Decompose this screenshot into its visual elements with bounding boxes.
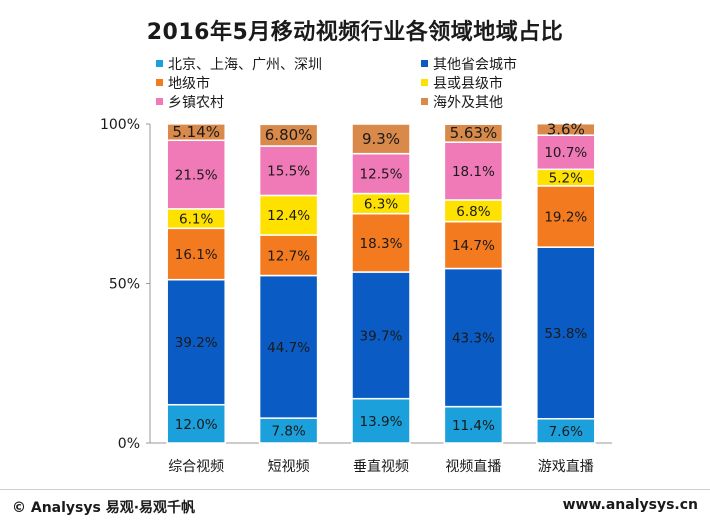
data-label: 12.7% [267,248,310,264]
legend-item: 北京、上海、广州、深圳 [156,57,322,73]
bar-segment [351,271,411,400]
legend-item: 县或县级市 [421,76,503,92]
x-tick-label: 垂直视频 [353,458,409,475]
data-label: 18.3% [360,236,403,252]
bar-segment [258,123,319,147]
data-label: 13.9% [360,414,403,430]
bar-segment [443,141,504,201]
data-label: 6.8% [456,204,490,220]
legend-item: 海外及其他 [421,95,503,111]
legend-swatch [421,98,428,105]
legend-swatch [156,60,163,67]
bar-segment [443,123,504,143]
data-label: 18.1% [452,164,495,180]
bar-segment [166,278,226,406]
bar-segment [258,417,319,444]
bar-segment [351,397,411,444]
legend-label: 其他省会城市 [433,57,517,73]
y-tick-label: 100% [100,117,140,133]
data-label: 12.0% [175,417,218,433]
data-label: 7.8% [271,424,305,440]
data-label: 6.1% [179,212,213,228]
data-label: 10.7% [544,145,587,161]
data-label: 9.3% [362,130,400,148]
bar-segment [258,274,319,419]
bar-segment [536,134,596,171]
data-label: 53.8% [544,326,587,342]
data-label: 5.63% [450,124,498,142]
bar-segment [166,123,226,142]
x-tick-label: 综合视频 [168,459,224,475]
bar-segment [443,220,504,270]
chart-title: 2016年5月移动视频行业各领域地域占比 [146,20,564,45]
bar-segment [536,122,596,136]
bar-segment [166,139,226,210]
bar-segment [536,185,596,248]
data-label: 5.2% [549,171,583,187]
footer-divider [0,489,710,490]
bar-segment [443,405,504,444]
bar-segment [258,145,319,197]
x-tick-label: 视频直播 [445,458,501,475]
bar-segment [536,418,596,444]
legend-item: 其他省会城市 [421,57,517,73]
data-label: 12.5% [360,167,403,183]
legend-swatch [156,98,163,105]
data-label: 15.5% [267,164,310,180]
footer-url: www.analysys.cn [562,497,698,513]
legend-item: 地级市 [156,76,210,92]
legend-label: 乡镇农村 [168,95,224,111]
data-label: 39.2% [175,335,218,351]
data-label: 5.14% [172,123,220,141]
legend-swatch [421,79,428,86]
data-label: 39.7% [360,328,403,344]
data-label: 19.2% [544,210,587,226]
data-label: 11.4% [452,418,495,434]
bar-segment [166,403,226,444]
legend-item: 乡镇农村 [156,95,224,111]
bar-segment [351,212,411,273]
data-label: 16.1% [175,247,218,263]
data-label: 6.80% [265,126,313,144]
bar-segment [351,152,411,195]
data-label: 3.6% [547,120,585,138]
data-label: 12.4% [267,208,310,224]
x-tick-label: 游戏直播 [538,458,594,475]
data-label: 14.7% [452,238,495,254]
data-label: 44.7% [267,340,310,356]
legend-label: 地级市 [168,76,210,92]
data-label: 21.5% [175,168,218,184]
bar-segment [536,246,596,420]
legend-label: 海外及其他 [433,95,503,111]
legend-swatch [421,60,428,67]
x-tick-label: 短视频 [268,459,310,475]
y-tick-label: 0% [118,436,140,452]
legend-label: 北京、上海、广州、深圳 [168,57,322,73]
bar-segment [258,234,319,277]
bar-segment [443,267,504,408]
footer-copyright: © Analysys 易观·易观千帆 [12,500,196,516]
bar-segment [351,123,411,155]
data-label: 43.3% [452,331,495,347]
legend-label: 县或县级市 [433,76,503,92]
legend-swatch [156,79,163,86]
data-label: 6.3% [364,197,398,213]
y-tick-label: 50% [109,277,140,293]
data-label: 7.6% [549,424,583,440]
stacked-bar-chart: 0% 50% 100% 12.0% 39.2% 16.1% 6.1% 21.5% 5.14% 综合… [100,117,612,475]
bar-segment [166,227,226,281]
